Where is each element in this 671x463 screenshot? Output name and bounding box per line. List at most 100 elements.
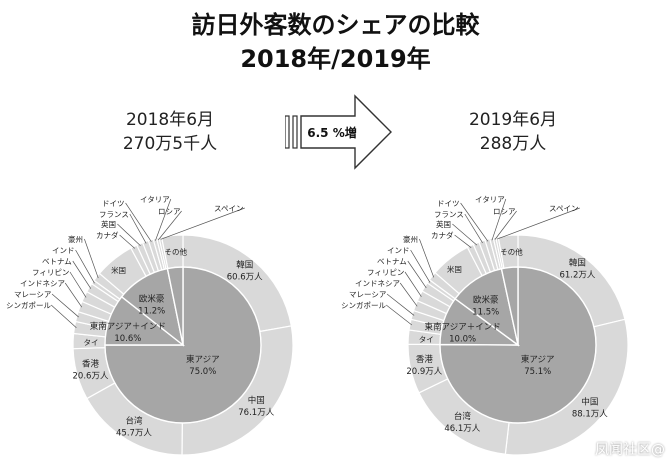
- period-2019: 2019年6月: [468, 110, 558, 130]
- arrow-body: [300, 94, 392, 170]
- outer-label-small-13: カナダ: [431, 230, 454, 240]
- leader-line-10: [410, 249, 431, 283]
- outer-value-0: 60.6万人: [227, 272, 263, 282]
- inner-label-2: 欧米豪: [139, 294, 165, 305]
- inner-label-0: 東アジア: [521, 354, 555, 365]
- outer-label-small-5: シンガポール: [6, 300, 51, 310]
- outer-label-2: 台湾: [454, 411, 472, 422]
- leader-line-8: [69, 271, 87, 298]
- outer-label-small-11: 豪州: [68, 234, 83, 244]
- inner-label-0: 東アジア: [186, 354, 220, 365]
- outer-label-small-17: イタリア: [140, 195, 170, 204]
- leader-line-13: [119, 234, 135, 249]
- inner-value-2: 11.5%: [472, 307, 499, 317]
- inner-value-0: 75.1%: [524, 367, 551, 377]
- leader-line-15: [129, 213, 147, 244]
- outer-label-small-14: 英国: [101, 219, 116, 229]
- outer-label-small-8: フィリピン: [367, 268, 404, 277]
- outer-value-2: 45.7万人: [116, 429, 152, 439]
- outer-label-1: 中国: [248, 395, 265, 406]
- leader-line-18: [158, 210, 182, 241]
- leader-line-5: [385, 304, 413, 326]
- leader-line-10: [75, 249, 95, 284]
- outer-label-small-14: 英国: [436, 219, 451, 229]
- growth-arrow: 6.5 %増: [285, 94, 392, 170]
- inner-value-1: 10.6%: [114, 334, 141, 344]
- outer-value-2: 46.1万人: [444, 424, 480, 434]
- outer-label-small-18: ロシア: [493, 207, 516, 216]
- outer-value-3: 20.9万人: [406, 367, 442, 377]
- outer-label-small-16: ドイツ: [102, 199, 125, 208]
- leader-line-13: [454, 234, 472, 248]
- outer-value-1: 88.1万人: [572, 410, 608, 420]
- chart-title: 訪日外客数のシェアの比較: [191, 11, 480, 39]
- outer-label-other: その他: [500, 246, 523, 256]
- outer-label-small-11: 豪州: [403, 234, 418, 244]
- leader-line-18: [494, 210, 517, 240]
- arrow-stripe: [285, 115, 290, 149]
- outer-label-small-18: ロシア: [158, 207, 181, 216]
- outer-label-small-6: マレーシア: [14, 290, 51, 299]
- period-2018: 2018年6月: [125, 110, 215, 130]
- outer-label-small-13: カナダ: [96, 230, 119, 240]
- outer-label-small-17: イタリア: [475, 195, 505, 204]
- outer-label-small-19: スペイン: [549, 204, 578, 213]
- outer-label-small-19: スペイン: [214, 204, 243, 213]
- inner-value-1: 10.0%: [449, 335, 476, 345]
- outer-label-thai: タイ: [419, 335, 434, 344]
- arrow-stripe: [292, 115, 298, 149]
- outer-label-us: 米国: [111, 265, 126, 275]
- outer-label-small-15: フランス: [434, 210, 464, 219]
- leader-line-16: [460, 202, 489, 242]
- leader-line-19: [160, 207, 245, 240]
- inner-slice-3: [500, 266, 519, 346]
- leader-line-7: [399, 282, 418, 307]
- total-2019: 288万人: [479, 134, 547, 154]
- outer-label-thai: タイ: [84, 338, 99, 347]
- outer-value-3: 20.6万人: [73, 372, 109, 382]
- leader-line-15: [464, 213, 483, 244]
- outer-label-small-16: ドイツ: [437, 199, 460, 208]
- leader-line-19: [497, 207, 580, 240]
- leader-line-17: [491, 198, 507, 241]
- outer-value-1: 76.1万人: [238, 408, 274, 418]
- inner-label-1: 東南アジア＋インド: [425, 322, 501, 333]
- outer-label-other: その他: [165, 246, 188, 256]
- inner-value-2: 11.2%: [138, 307, 165, 317]
- outer-label-3: 香港: [82, 359, 100, 370]
- arrow-label: 6.5 %増: [307, 125, 356, 140]
- leader-line-14: [452, 223, 478, 246]
- outer-label-us: 米国: [447, 264, 462, 274]
- outer-value-0: 61.2万人: [559, 271, 595, 281]
- summary-2018: 2018年6月 270万5千人: [95, 108, 245, 156]
- outer-label-small-7: インドネシア: [355, 279, 400, 288]
- inner-slice-3: [166, 266, 184, 346]
- outer-label-small-10: インド: [387, 246, 410, 255]
- outer-label-0: 韓国: [236, 259, 253, 270]
- chart-subtitle: 2018年/2019年: [240, 45, 431, 73]
- outer-label-small-10: インド: [52, 246, 75, 255]
- leader-line-6: [51, 293, 79, 318]
- leader-line-11: [419, 238, 435, 278]
- leader-line-6: [386, 293, 415, 316]
- inner-value-0: 75.0%: [189, 367, 216, 377]
- outer-label-small-9: ベトナム: [377, 257, 407, 266]
- outer-label-small-5: シンガポール: [341, 300, 386, 310]
- total-2018: 270万5千人: [122, 134, 218, 154]
- leader-line-11: [84, 238, 99, 279]
- leader-line-14: [117, 223, 141, 246]
- outer-label-2: 台湾: [125, 416, 143, 427]
- leader-line-7: [64, 282, 83, 308]
- leader-line-9: [72, 260, 92, 289]
- inner-label-1: 東南アジア＋インド: [90, 321, 166, 332]
- outer-label-small-7: インドネシア: [20, 279, 65, 288]
- watermark: 凤闻社区@: [595, 442, 665, 458]
- inner-label-2: 欧米豪: [473, 294, 499, 305]
- outer-label-small-9: ベトナム: [42, 257, 72, 266]
- leader-line-8: [404, 271, 422, 297]
- leader-line-16: [125, 202, 152, 242]
- leader-line-5: [50, 304, 77, 329]
- outer-label-small-6: マレーシア: [349, 290, 386, 299]
- leader-line-17: [155, 198, 172, 241]
